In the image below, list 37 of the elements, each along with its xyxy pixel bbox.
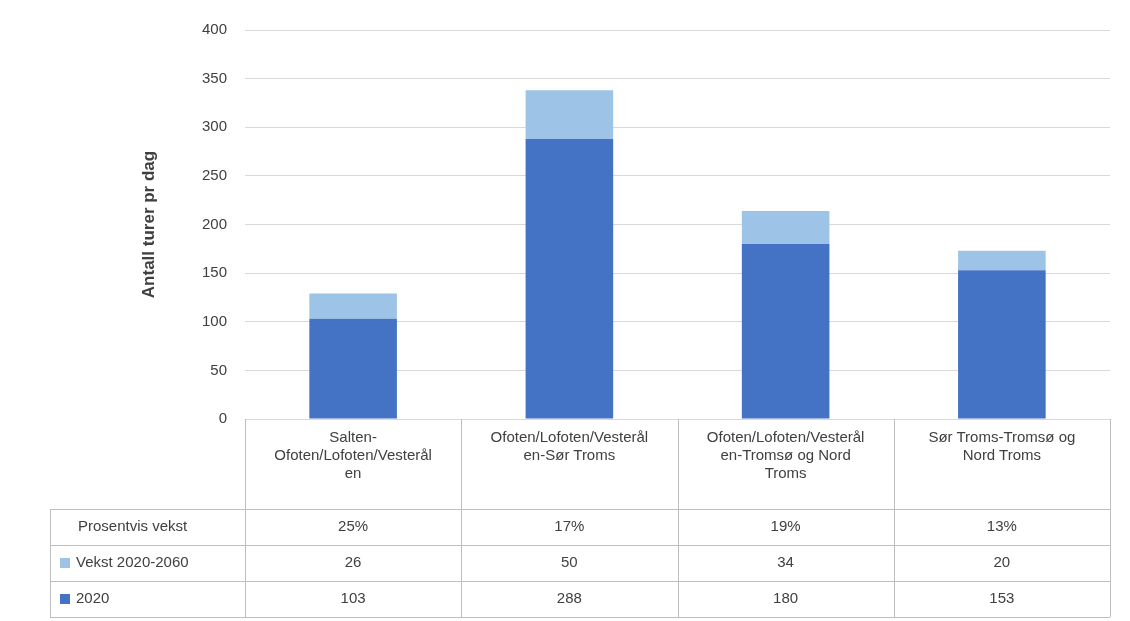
y-tick-label: 350 (201, 68, 227, 86)
bar (309, 318, 397, 419)
text: 17% (554, 517, 585, 535)
data-label: 34 (777, 553, 794, 571)
bar (309, 293, 397, 319)
y-tick-label: 150 (201, 263, 227, 281)
data-label: 288 (556, 589, 582, 607)
x-tick-label: Ofoten/Lofoten/Vesterålen-Sør Troms (490, 428, 649, 464)
text: 25% (338, 517, 369, 535)
y-tick-label: 0 (218, 409, 227, 427)
data-label: 153 (989, 589, 1015, 607)
data-label: 20 (993, 553, 1011, 571)
x-tick-label: Sør Troms-Tromsø og Nord Troms (928, 428, 1076, 464)
x-tick-label: Ofoten/Lofoten/Vesterålen-Tromsø og Nord Troms (706, 428, 865, 482)
text: 13% (986, 517, 1017, 535)
y-tick-label: 250 (201, 166, 227, 184)
y-tick-label: 400 (201, 20, 227, 38)
y-axis-title: Antall turer pr dag (138, 150, 158, 299)
y-tick-label: 300 (201, 117, 227, 135)
legend-label: 2020 (76, 589, 110, 607)
data-label: 103 (340, 589, 366, 607)
bar (958, 270, 1046, 419)
data-label: 26 (344, 553, 362, 571)
x-tick-label: Salten-Ofoten/Lofoten/Vesterålen (274, 428, 432, 482)
bar (958, 250, 1046, 271)
bar (525, 90, 614, 139)
y-tick-label: 100 (201, 311, 227, 329)
bar (741, 243, 830, 419)
bar (741, 210, 830, 244)
data-label: 50 (561, 553, 578, 571)
data-label: 180 (773, 589, 799, 607)
legend-label: Vekst 2020-2060 (76, 553, 189, 571)
bar (525, 138, 614, 419)
y-tick-label: 200 (201, 214, 227, 232)
text: 19% (770, 517, 801, 535)
text: Prosentvis vekst (78, 517, 189, 535)
y-tick-label: 50 (210, 360, 227, 378)
